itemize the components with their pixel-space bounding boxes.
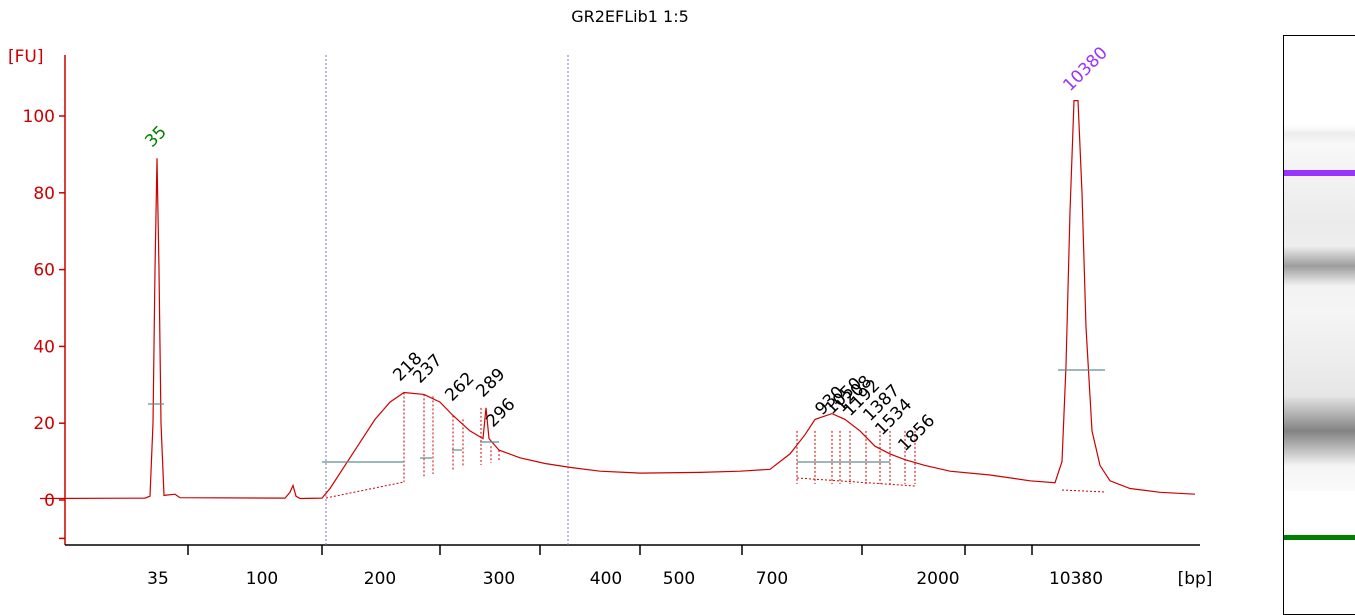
- x-tick-label: 200: [364, 569, 396, 589]
- peak-label: 10380: [1059, 43, 1111, 95]
- virtual-gel-lane: [1283, 35, 1355, 615]
- peak-label: 35: [141, 122, 170, 151]
- y-tick-label: 20: [33, 414, 55, 434]
- gel-smear: [1284, 131, 1355, 491]
- trace-layer: [39, 100, 1196, 500]
- axes: 0 20 40 60 80 100 [FU] 35 100 200 300 400 500 700 2000…: [8, 47, 1212, 589]
- x-tick-label: 2000: [916, 569, 959, 589]
- y-tick-label: 0: [44, 491, 55, 511]
- y-tick-label: 40: [33, 337, 55, 357]
- x-tick-label: 400: [590, 569, 622, 589]
- x-axis-label: [bp]: [1178, 569, 1213, 589]
- x-tick-label: 10380: [1049, 569, 1103, 589]
- gel-upper-marker-band: [1284, 170, 1355, 176]
- y-tick-label: 80: [33, 184, 55, 204]
- region-markers: [325, 55, 569, 545]
- peak-area-baseline: [1061, 489, 1106, 493]
- gel-band: [1284, 396, 1355, 466]
- chart-title: GR2EFLib1 1:5: [571, 7, 689, 26]
- x-tick-label: 500: [663, 569, 695, 589]
- gel-band: [1284, 124, 1355, 144]
- y-tick-label: 100: [23, 107, 55, 127]
- x-tick-label: 700: [756, 569, 788, 589]
- gel-lower-marker-band: [1284, 535, 1355, 540]
- signal-trace: [39, 100, 1196, 500]
- x-tick-label: 35: [147, 569, 169, 589]
- x-tick-label: 100: [246, 569, 278, 589]
- peak-area-baseline: [796, 477, 916, 487]
- peak-area-baseline: [325, 481, 405, 499]
- gel-band: [1284, 246, 1355, 286]
- y-axis-label: [FU]: [8, 47, 44, 67]
- y-tick-label: 60: [33, 261, 55, 281]
- x-tick-label: 300: [483, 569, 515, 589]
